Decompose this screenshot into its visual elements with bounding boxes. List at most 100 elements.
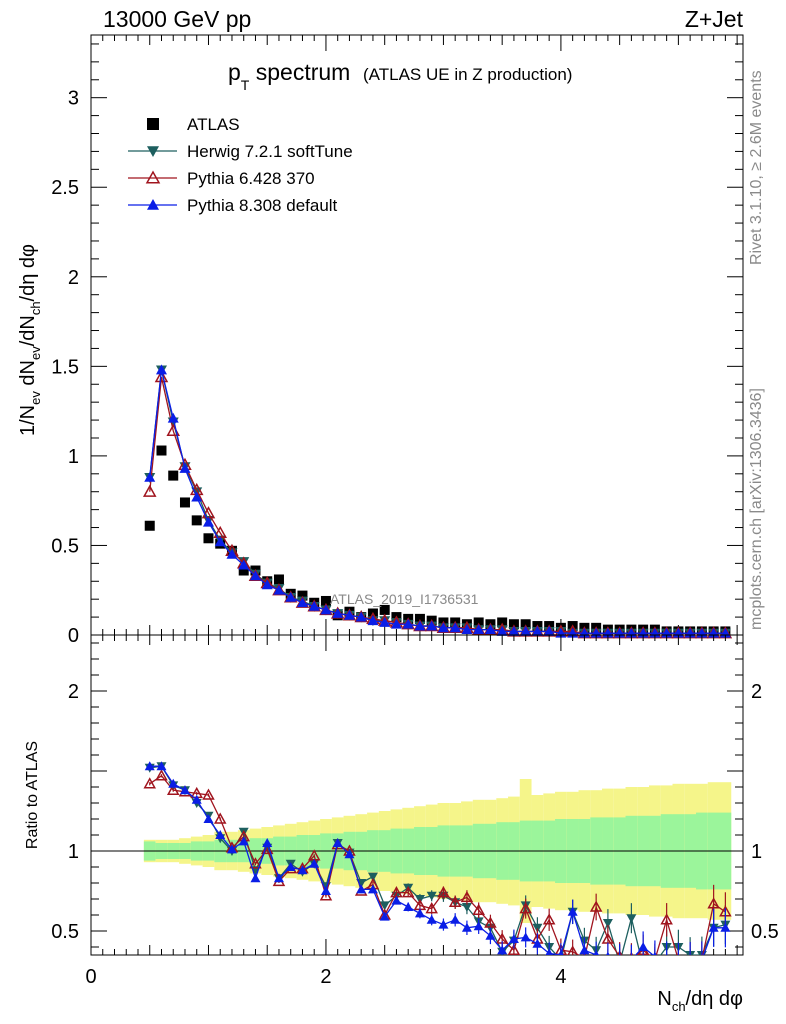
main-point-atlas xyxy=(497,617,508,628)
ratio-point-pythia8 xyxy=(690,954,691,955)
main-point-atlas xyxy=(191,515,202,526)
main-point-atlas xyxy=(473,617,484,628)
ratio-point-pythia6 xyxy=(519,902,532,914)
main-point-atlas xyxy=(508,619,519,630)
ratio-line-pythia8 xyxy=(149,765,726,955)
ratio-point-pythia8 xyxy=(403,902,414,911)
main-point-pythia8 xyxy=(320,604,332,615)
main-point-pythia6 xyxy=(154,370,169,383)
ratio-y-tick-label: 1 xyxy=(68,841,79,863)
main-y-tick-label: 1 xyxy=(68,446,79,468)
main-y-tick-label: 2 xyxy=(68,267,79,289)
main-point-atlas xyxy=(520,619,531,630)
ratio-point-pythia6 xyxy=(707,897,720,909)
ratio-y-tick-label: 0.5 xyxy=(51,921,79,943)
main-point-pythia8 xyxy=(214,536,226,547)
analysis-watermark: ATLAS_2019_I1736531 xyxy=(330,591,479,607)
ratio-point-pythia8 xyxy=(367,884,378,894)
main-point-pythia8 xyxy=(449,622,461,633)
ratio-point-pythia8 xyxy=(567,906,578,916)
rivet-label: Rivet 3.1.10, ≥ 2.6M events xyxy=(748,70,765,265)
title-sub: T xyxy=(241,77,250,93)
ratio-point-pythia8 xyxy=(379,911,390,921)
ratio-point-pythia8 xyxy=(414,908,425,918)
main-point-atlas xyxy=(203,533,214,544)
ratio-point-pythia8 xyxy=(653,951,657,955)
main-point-pythia8 xyxy=(249,570,261,581)
ratio-point-pythia8 xyxy=(593,950,599,955)
main-point-atlas xyxy=(238,565,249,576)
main-point-pythia8 xyxy=(167,412,179,423)
title-p: p xyxy=(228,59,241,85)
legend-marker-herwig xyxy=(147,146,159,157)
main-y-tick-label: 0.5 xyxy=(51,535,79,557)
ratio-point-pythia6 xyxy=(448,895,462,907)
ratio-point-herwig xyxy=(650,959,660,968)
ratio-point-pythia8 xyxy=(320,886,331,895)
main-point-atlas xyxy=(273,574,284,585)
ratio-point-pythia8 xyxy=(203,814,214,823)
main-point-atlas xyxy=(379,604,390,615)
ratio-point-pythia8 xyxy=(297,865,308,875)
ratio-point-pythia8 xyxy=(631,954,632,955)
main-point-atlas xyxy=(144,520,155,531)
ratio-point-herwig xyxy=(426,891,437,901)
ratio-y-tick-label-right: 0.5 xyxy=(751,921,779,943)
main-point-pythia8 xyxy=(390,618,402,629)
main-point-atlas xyxy=(179,497,190,508)
ratio-point-pythia8 xyxy=(618,953,621,955)
xlabel: Nch/dη dφ xyxy=(657,988,743,1014)
ratio-point-pythia8 xyxy=(285,862,296,871)
main-point-pythia8 xyxy=(226,548,238,559)
ratio-point-herwig xyxy=(532,923,543,933)
main-point-pythia8 xyxy=(543,625,555,636)
x-tick-label: 4 xyxy=(555,966,566,988)
ratio-point-herwig xyxy=(461,903,472,912)
ratio-point-pythia8 xyxy=(391,895,402,905)
ratio-point-pythia8 xyxy=(273,873,284,883)
ratio-point-pythia8 xyxy=(485,930,496,940)
main-point-pythia8 xyxy=(285,591,297,602)
ratio-point-pythia6 xyxy=(460,890,474,903)
ratio-point-pythia6 xyxy=(155,769,168,781)
main-point-pythia8 xyxy=(144,471,156,482)
main-point-atlas xyxy=(320,595,331,606)
ratio-point-pythia6 xyxy=(700,953,703,955)
ratio-point-herwig xyxy=(626,914,637,924)
ratio-point-pythia8 xyxy=(156,761,167,771)
main-point-pythia8 xyxy=(202,516,214,527)
main-point-pythia8 xyxy=(426,620,438,631)
ratio-point-pythia8 xyxy=(262,838,273,847)
main-point-atlas xyxy=(297,590,308,601)
main-point-pythia8 xyxy=(296,597,308,608)
ratio-point-pythia8 xyxy=(532,938,543,948)
main-point-pythia8 xyxy=(155,364,167,375)
ratio-y-tick-label: 2 xyxy=(68,681,79,703)
ratio-point-pythia8 xyxy=(665,953,668,955)
ratio-point-pythia8 xyxy=(678,954,679,955)
main-point-pythia8 xyxy=(461,624,473,635)
legend-item-pythia6: Pythia 6.428 370 xyxy=(128,169,315,188)
ratio-point-herwig xyxy=(367,872,378,882)
main-point-pythia8 xyxy=(437,622,449,633)
main-point-pythia8 xyxy=(531,625,543,636)
main-point-pythia8 xyxy=(332,608,344,618)
ratio-point-pythia8 xyxy=(144,761,155,771)
main-point-pythia8 xyxy=(484,624,496,635)
ratio-point-pythia8 xyxy=(508,934,519,943)
svg-text:1/Nev dNev/dNch/dη dφ: 1/Nev dNev/dNch/dη dφ xyxy=(17,244,43,436)
ratio-point-herwig xyxy=(379,901,390,911)
ratio-point-pythia8 xyxy=(168,778,179,788)
main-point-pythia8 xyxy=(402,618,414,629)
main-point-pythia8 xyxy=(343,609,355,620)
ratio-point-pythia8 xyxy=(497,945,508,955)
main-point-pythia8 xyxy=(191,491,203,502)
ratio-point-pythia8 xyxy=(579,945,590,955)
ratio-point-pythia8 xyxy=(461,922,472,932)
ratio-point-herwig xyxy=(602,919,613,928)
ratio-point-pythia8 xyxy=(558,950,564,955)
ratio-point-pythia6 xyxy=(166,783,180,795)
svg-text:Nch/dη dφ: Nch/dη dφ xyxy=(657,988,743,1014)
ratio-point-pythia8 xyxy=(250,873,261,883)
